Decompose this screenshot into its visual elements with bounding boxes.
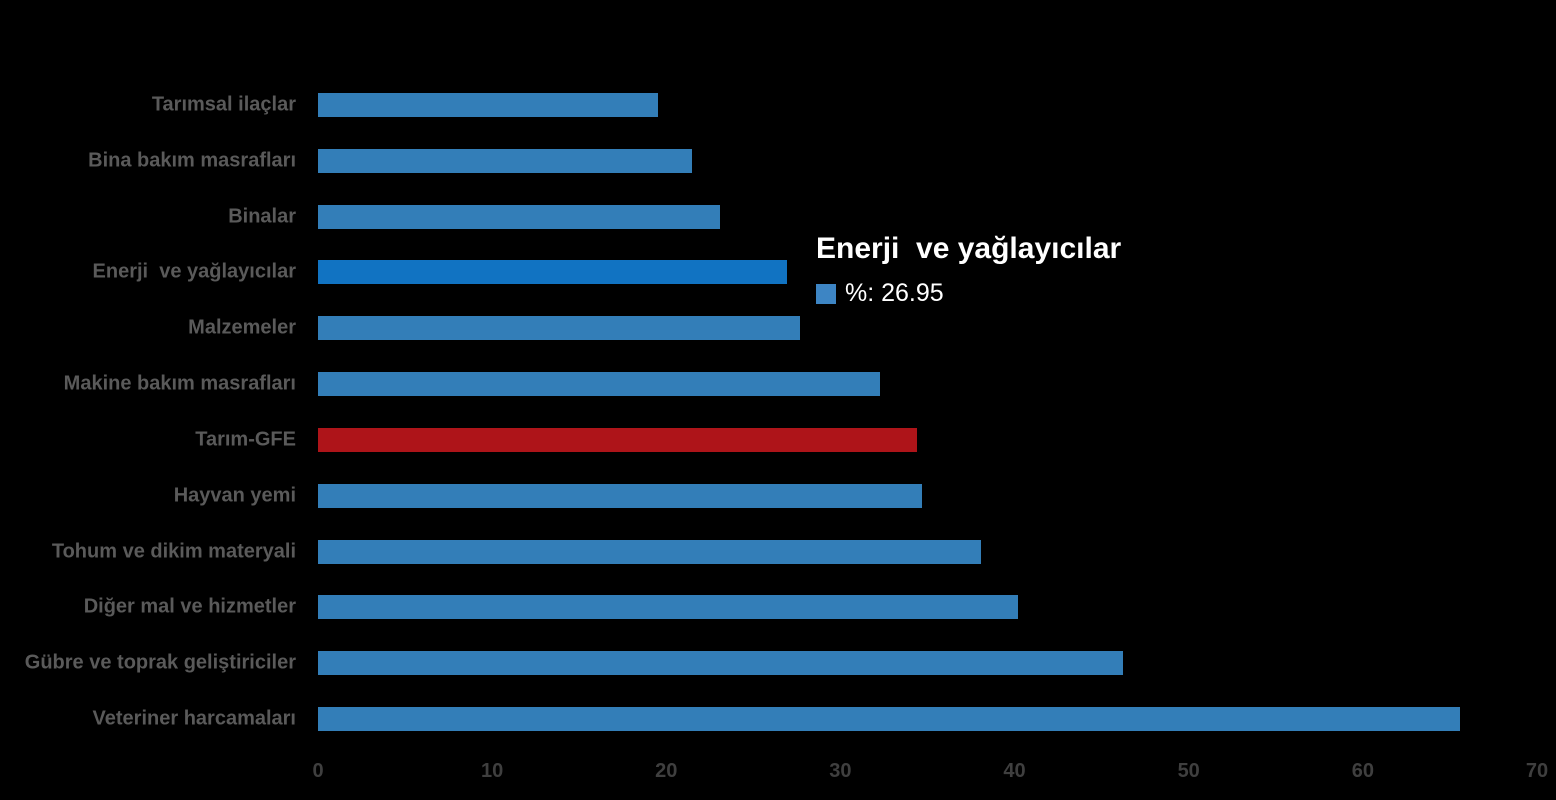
category-label: Binalar (228, 205, 296, 228)
tooltip-value: %: 26.95 (845, 279, 944, 307)
x-axis-tick-label: 50 (1177, 760, 1200, 782)
category-label: Tarım-GFE (195, 428, 296, 451)
x-axis-tick-label: 30 (829, 760, 852, 782)
category-label: Bina bakım masrafları (88, 149, 296, 172)
tooltip-value-row: %: 26.95 (816, 279, 1121, 308)
category-label: Gübre ve toprak geliştiriciler (24, 651, 296, 674)
x-axis-tick-label: 20 (655, 760, 678, 782)
bar-emphasis[interactable] (318, 427, 918, 452)
bar[interactable] (318, 148, 693, 173)
category-label: Malzemeler (188, 316, 296, 339)
bar[interactable] (318, 372, 881, 397)
bar[interactable] (318, 316, 801, 341)
category-label: Diğer mal ve hizmetler (83, 595, 296, 618)
bar[interactable] (318, 651, 1123, 676)
category-label: Enerji ve yağlayıcılar (92, 260, 296, 283)
x-axis-tick-label: 0 (312, 760, 324, 782)
category-label: Makine bakım masrafları (63, 372, 296, 395)
tooltip-series-swatch (816, 283, 836, 304)
tooltip: Enerji ve yağlayıcılar %: 26.95 (816, 232, 1121, 308)
bar[interactable] (318, 595, 1019, 620)
category-label: Tarımsal ilaçlar (151, 93, 296, 116)
x-axis-tick-label: 70 (1525, 760, 1549, 782)
bar[interactable] (318, 204, 721, 229)
category-label: Hayvan yemi (173, 484, 296, 507)
tooltip-title: Enerji ve yağlayıcılar (816, 232, 1122, 265)
x-axis-tick-label: 10 (481, 760, 504, 782)
x-axis-tick-label: 40 (1003, 760, 1026, 782)
bar[interactable] (318, 483, 923, 508)
category-label: Veteriner harcamaları (92, 707, 296, 730)
bar[interactable] (318, 707, 1461, 732)
bar[interactable] (318, 93, 658, 117)
bar[interactable] (318, 539, 982, 564)
x-axis-tick-label: 60 (1351, 760, 1374, 782)
bar-highlighted[interactable] (318, 260, 788, 285)
category-label: Tohum ve dikim materyali (51, 540, 296, 563)
